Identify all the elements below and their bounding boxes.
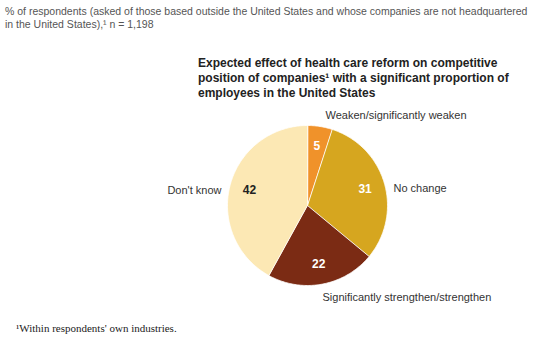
html-text:% of respondents (asked of tho: % of respondents (asked of those based o…: [5, 5, 528, 30]
svg-text:31: 31: [358, 182, 372, 196]
svg-text:Significantly strengthen/stren: Significantly strengthen/strengthen: [323, 291, 492, 303]
svg-text:No change: No change: [394, 182, 447, 194]
html-text:Expected effect of health care: Expected effect of health care reform on…: [198, 56, 509, 100]
svg-text:42: 42: [243, 183, 257, 197]
svg-text:22: 22: [312, 257, 326, 271]
svg-text:5: 5: [314, 139, 321, 153]
svg-text:Weaken/significantly weaken: Weaken/significantly weaken: [326, 109, 467, 121]
svg-text:Don't know: Don't know: [167, 184, 221, 196]
html-text:¹Within respondents' own indus: ¹Within respondents' own industries.: [16, 322, 177, 334]
